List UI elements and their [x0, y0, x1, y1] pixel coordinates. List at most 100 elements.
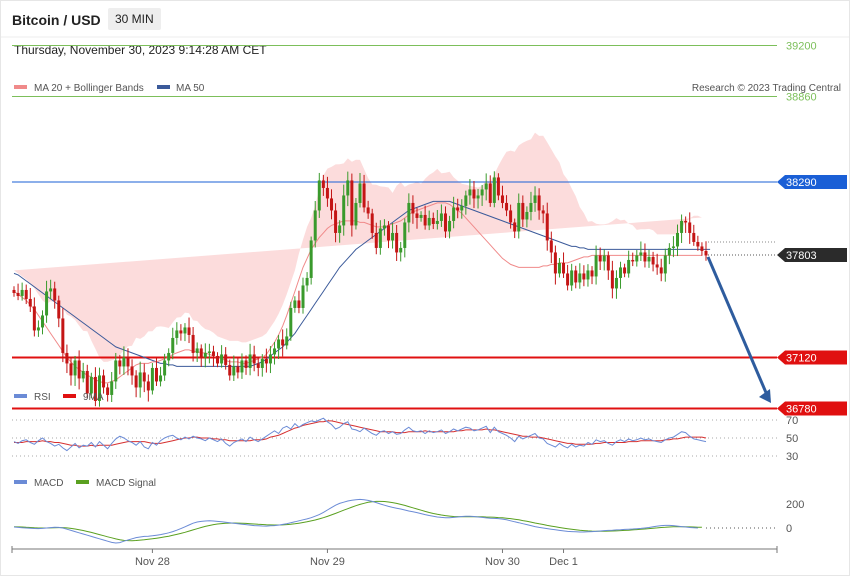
candle-body — [195, 348, 199, 353]
candle-body — [509, 210, 513, 223]
candle-body — [631, 259, 635, 262]
level-label-38860: 38860 — [786, 91, 817, 103]
candle-body — [480, 189, 484, 196]
macd-tick-0: 0 — [786, 523, 792, 535]
instrument-title: Bitcoin / USD — [12, 12, 101, 28]
candle-body — [285, 336, 289, 346]
candle-body — [171, 337, 175, 353]
macd-legend-swatch — [14, 480, 27, 484]
candle-body — [500, 195, 504, 203]
candle-body — [305, 277, 309, 286]
candle-body — [175, 330, 179, 338]
candle-body — [399, 247, 403, 253]
rsi-tick-50: 50 — [786, 433, 798, 445]
candle-body — [419, 214, 423, 218]
rsi-legend-swatch — [14, 394, 27, 398]
candle-body — [391, 232, 395, 241]
candle-body — [224, 354, 228, 365]
candle-body — [159, 375, 163, 382]
rsi-ma-line — [14, 420, 707, 447]
candle-body — [264, 358, 268, 364]
candle-body — [374, 232, 378, 248]
rsi-legend-label: RSI — [34, 392, 51, 403]
candle-body — [248, 354, 252, 368]
candle-body — [53, 288, 57, 301]
candle-body — [207, 351, 211, 353]
bollinger-bands — [14, 132, 702, 362]
candle-body — [163, 360, 167, 376]
x-tick-label: Nov 29 — [310, 556, 345, 568]
candle-body — [460, 205, 464, 211]
candle-body — [643, 252, 647, 262]
rsi-panel: 70 50 30 — [12, 415, 798, 463]
candle-body — [667, 247, 671, 256]
candle-body — [350, 180, 354, 226]
candle-body — [330, 198, 334, 211]
candle-body — [232, 366, 236, 376]
candle-body — [366, 207, 370, 214]
candle-body — [256, 363, 260, 368]
candle-body — [598, 255, 602, 262]
x-tick-label: Dec 1 — [549, 556, 578, 568]
candle-body — [216, 355, 220, 364]
candle-body — [130, 366, 134, 376]
candle-body — [146, 381, 150, 391]
candle-body — [45, 291, 49, 316]
candle-body — [403, 222, 407, 248]
candle-body — [32, 306, 36, 331]
candle-body — [614, 277, 618, 289]
candle-body — [517, 202, 521, 232]
candle-body — [456, 207, 460, 211]
candle-body — [623, 267, 627, 274]
candle-body — [415, 213, 419, 218]
candle-body — [464, 195, 468, 206]
candle-body — [199, 348, 203, 358]
candle-body — [138, 372, 142, 388]
candle-body — [293, 300, 297, 308]
x-axis: Nov 28 Nov 29 Nov 30 Dec 1 — [11, 546, 778, 568]
candle-body — [12, 289, 16, 293]
timeframe-badge[interactable]: 30 MIN — [108, 8, 161, 30]
candle-body — [211, 351, 215, 356]
candle-body — [301, 285, 305, 308]
candle-body — [49, 288, 53, 292]
candle-body — [187, 327, 191, 335]
candle-body — [386, 225, 390, 241]
candle-body — [273, 348, 277, 355]
candle-body — [277, 339, 281, 349]
candle-body — [358, 183, 362, 203]
level-tag-36780 — [777, 401, 847, 416]
candle-body — [85, 370, 89, 394]
macd-signal-legend-swatch — [76, 480, 89, 484]
candle-body — [338, 225, 342, 233]
macd-line — [13, 498, 698, 544]
candle-body — [452, 207, 456, 221]
forecast-arrow-shaft — [706, 256, 769, 396]
candle-body — [297, 300, 301, 308]
ma50-line — [13, 200, 711, 367]
candle-body — [663, 255, 667, 274]
rsi-legend: RSI 9MA — [14, 392, 104, 403]
candle-body — [362, 183, 366, 208]
candle-body — [557, 262, 561, 274]
candle-body — [468, 189, 472, 196]
candle-body — [134, 375, 138, 388]
candle-body — [102, 375, 106, 388]
candle-body — [566, 273, 570, 286]
candle-body — [220, 354, 224, 364]
candle-body — [505, 202, 509, 211]
level-label-38290: 38290 — [786, 177, 817, 189]
candle-body — [582, 273, 586, 280]
candle-body — [228, 364, 232, 376]
candle-body — [594, 255, 598, 277]
chart-header: Bitcoin / USD 30 MIN — [1, 1, 849, 37]
candle-body — [106, 387, 110, 395]
candle-body — [354, 202, 358, 226]
candle-body — [619, 267, 623, 278]
ma50-legend-label: MA 50 — [176, 83, 205, 94]
candle-body — [73, 360, 77, 376]
candle-body — [606, 255, 610, 271]
rsi-tick-70: 70 — [786, 415, 798, 427]
level-label-39200: 39200 — [786, 40, 817, 52]
